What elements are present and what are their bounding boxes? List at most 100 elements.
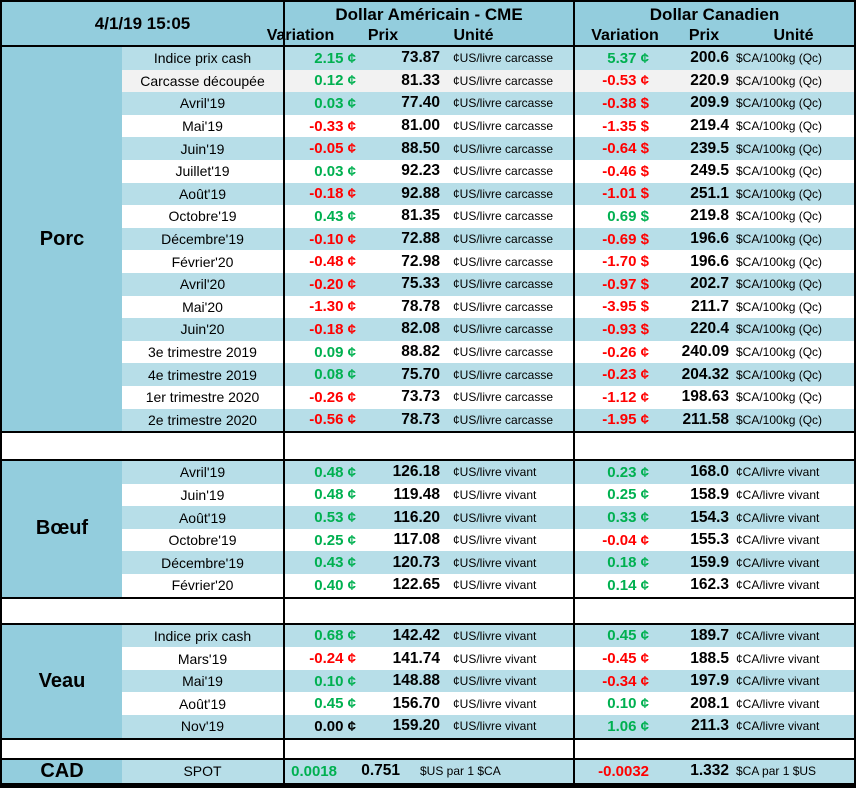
us-price-cell-text: 73.73 [401, 388, 440, 406]
ca-price-cell-text: 202.7 [690, 275, 729, 293]
us-price-cell: 75.33 [392, 273, 450, 296]
row-label: SPOT [122, 759, 285, 783]
separator-cell [285, 739, 575, 758]
us-unit-cell: ¢US/livre vivant [450, 647, 575, 670]
ca-variation-cell: 0.25 ¢ [575, 484, 675, 507]
ca-unit-cell-text: ¢CA/livre vivant [736, 510, 820, 525]
us-variation-cell-text: 0.0018 [291, 762, 337, 780]
section-boeuf: Bœuf Avril'19 0.48 ¢ 126.18 ¢US/livre vivant… [2, 461, 854, 597]
us-price-cell-text: 81.35 [401, 207, 440, 225]
us-price-cell: 78.73 [392, 409, 450, 432]
ca-variation-cell: 0.69 $ [575, 205, 675, 228]
us-variation-cell: 0.45 ¢ [285, 692, 392, 715]
ca-price-cell: 204.32 [675, 363, 733, 386]
us-price-cell: 148.88 [392, 670, 450, 693]
us-variation-cell-text: 0.43 ¢ [314, 554, 356, 572]
us-price-cell-text: 120.73 [392, 553, 440, 571]
ca-variation-cell-text: -0.26 ¢ [602, 343, 649, 361]
us-unit-cell-text: $US par 1 $CA [420, 764, 501, 779]
us-unit-cell-text: ¢US/livre vivant [453, 651, 537, 666]
us-unit-cell: ¢US/livre vivant [450, 483, 575, 507]
table-body: Porc Indice prix cash 2.15 ¢ 73.87 ¢US/livre… [2, 47, 854, 783]
row-label: Mai'19 [122, 669, 285, 693]
ca-variation-cell: 5.37 ¢ [575, 47, 675, 70]
us-variation-cell: -0.10 ¢ [285, 228, 392, 251]
ca-variation-cell: -0.23 ¢ [575, 363, 675, 386]
us-unit-cell-text: ¢US/livre vivant [453, 487, 537, 502]
row-label: Indice prix cash [122, 47, 285, 70]
row-label: 2e trimestre 2020 [122, 408, 285, 432]
us-variation-cell: -0.18 ¢ [285, 318, 392, 341]
us-variation-cell: -0.05 ¢ [285, 137, 392, 160]
us-price-cell-text: 126.18 [392, 463, 440, 481]
ca-price-cell: 211.7 [675, 296, 733, 319]
us-unit-cell: ¢US/livre carcasse [450, 114, 575, 138]
ca-unit-cell: $CA/100kg (Qc) [733, 137, 854, 160]
us-price-cell-text: 82.08 [401, 320, 440, 338]
ca-unit-cell: ¢CA/livre vivant [733, 692, 854, 715]
us-variation-cell-text: -0.18 ¢ [309, 185, 356, 203]
section-rows: SPOT 0.0018 0.751 $US par 1 $CA -0.0032 1.332… [122, 759, 854, 783]
us-unit-cell-text: ¢US/livre carcasse [453, 390, 554, 405]
us-variation-cell: 0.68 ¢ [285, 625, 392, 648]
ca-unit-cell-text: ¢CA/livre vivant [736, 578, 820, 593]
ca-price-cell: 162.3 [675, 574, 733, 597]
row-label: Décembre'19 [122, 227, 285, 251]
row-label: Nov'19 [122, 715, 285, 738]
us-unit-cell-text: ¢US/livre carcasse [453, 209, 554, 224]
us-price-cell-text: 92.88 [401, 184, 440, 202]
ca-unit-cell: $CA/100kg (Qc) [733, 363, 854, 386]
ca-price-cell: 1.332 [675, 760, 733, 783]
ca-price-cell: 249.5 [675, 160, 733, 183]
ca-unit-cell: ¢CA/livre vivant [733, 715, 854, 738]
ca-price-cell-text: 155.3 [690, 531, 729, 549]
us-price-cell-text: 159.20 [392, 717, 440, 735]
row-label: Avril'20 [122, 272, 285, 296]
us-variation-cell: -0.48 ¢ [285, 250, 392, 273]
us-variation-cell-text: 0.40 ¢ [314, 576, 356, 594]
us-variation-cell: 0.40 ¢ [285, 574, 392, 597]
us-unit-cell: ¢US/livre carcasse [450, 227, 575, 251]
us-price-cell: 142.42 [392, 625, 450, 648]
ca-unit-cell-text: $CA/100kg (Qc) [736, 96, 823, 111]
ca-variation-cell-text: -0.69 $ [602, 230, 649, 248]
us-unit-cell-text: ¢US/livre vivant [453, 696, 537, 711]
us-price-cell-text: 116.20 [393, 508, 440, 526]
row-label: Octobre'19 [122, 205, 285, 228]
ca-variation-cell-text: -0.64 $ [602, 140, 649, 158]
ca-unit-cell: $CA/100kg (Qc) [733, 70, 854, 93]
separator-cell [2, 739, 285, 758]
ca-price-cell-text: 162.3 [690, 576, 729, 594]
ca-variation-cell-text: -1.01 $ [602, 185, 649, 203]
ca-variation-cell-text: -0.45 ¢ [602, 650, 649, 668]
ca-price-cell: 168.0 [675, 461, 733, 484]
us-unit-cell: ¢US/livre carcasse [450, 47, 575, 70]
ca-price-cell-text: 211.7 [691, 297, 729, 315]
ca-variation-cell: -0.97 $ [575, 273, 675, 296]
ca-price-cell-text: 249.5 [690, 162, 729, 180]
us-variation-cell: 0.08 ¢ [285, 363, 392, 386]
us-unit-cell: ¢US/livre carcasse [450, 69, 575, 93]
us-variation-cell: 0.53 ¢ [285, 506, 392, 529]
separator-cell [2, 598, 285, 623]
us-unit-cell-text: ¢US/livre vivant [453, 674, 537, 689]
ca-variation-cell: -1.95 ¢ [575, 409, 675, 432]
row-label: Mai'20 [122, 295, 285, 319]
us-price-cell: 126.18 [392, 461, 450, 484]
row-label-text: Août'19 [178, 509, 227, 526]
ca-variation-cell: -0.34 ¢ [575, 670, 675, 693]
ca-unit-cell: $CA/100kg (Qc) [733, 47, 854, 70]
us-variation-cell-text: 0.00 ¢ [314, 717, 356, 735]
row-label-text: Avril'19 [179, 95, 226, 112]
ca-price-cell-text: 158.9 [690, 485, 729, 503]
ca-variation-cell: -1.35 $ [575, 115, 675, 138]
table-row: Mai'19 0.10 ¢ 148.88 ¢US/livre vivant -0.34 … [122, 669, 854, 693]
ca-unit-cell: $CA/100kg (Qc) [733, 341, 854, 364]
table-row: Juin'20 -0.18 ¢ 82.08 ¢US/livre carcasse -0.… [122, 318, 854, 341]
row-label-text: Août'19 [178, 695, 227, 712]
row-label: 4e trimestre 2019 [122, 363, 285, 386]
us-price-cell: 92.88 [392, 183, 450, 206]
ca-price-cell-text: 188.5 [690, 649, 729, 667]
ca-variation-cell-text: -3.95 $ [602, 298, 649, 316]
us-price-cell-text: 117.08 [393, 531, 440, 549]
